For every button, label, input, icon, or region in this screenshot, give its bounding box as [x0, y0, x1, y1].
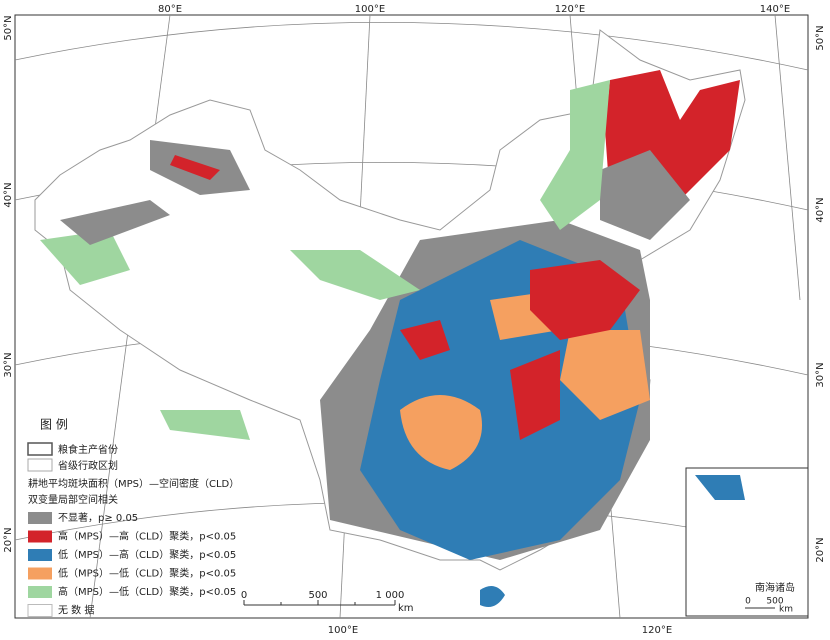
legend-label: 无 数 据: [58, 604, 94, 617]
latitude-label: 30°N: [815, 362, 826, 387]
longitude-label: 100°E: [355, 4, 385, 15]
scale-bar: [243, 600, 775, 609]
longitude-label: 80°E: [158, 4, 182, 15]
inset-frame: [685, 467, 809, 617]
longitude-label: 140°E: [760, 4, 790, 15]
legend-label: 粮食主产省份: [58, 443, 118, 456]
legend-subtitle: 双变量局部空间相关: [28, 493, 118, 506]
longitude-label: 120°E: [555, 4, 585, 15]
legend-swatch: [27, 458, 53, 472]
legend-swatch: [27, 442, 53, 456]
cluster-areas: [40, 70, 740, 608]
latitude-label: 20°N: [815, 537, 826, 562]
legend-swatch: [28, 586, 52, 598]
inset-scale-unit: km: [779, 605, 793, 615]
legend-swatch: [28, 567, 52, 580]
legend-label: 不显著，p≥ 0.05: [58, 511, 138, 524]
legend-swatch: [28, 530, 52, 543]
legend-label: 高（MPS）—低（CLD）聚类，p<0.05: [58, 585, 236, 598]
legend-swatch: [27, 604, 53, 617]
inset-land: [695, 475, 745, 500]
legend-label: 低（MPS）—低（CLD）聚类，p<0.05: [58, 567, 236, 580]
legend-label: 高（MPS）—高（CLD）聚类，p<0.05: [58, 530, 236, 543]
legend-subtitle: 耕地平均斑块面积（MPS）—空间密度（CLD）: [28, 477, 239, 490]
longitude-label: 120°E: [642, 625, 672, 636]
latitude-label: 40°N: [3, 182, 14, 207]
inset-scale-label: 500: [766, 597, 783, 607]
scale-label: 0: [241, 590, 247, 601]
inset-scale-label: 0: [745, 597, 751, 607]
scale-label: 500: [308, 590, 327, 601]
longitude-label: 100°E: [328, 625, 358, 636]
latitude-label: 20°N: [3, 527, 14, 552]
legend-swatch: [28, 549, 52, 561]
legend-label: 低（MPS）—高（CLD）聚类，p<0.05: [58, 548, 236, 561]
legend-swatch: [28, 512, 52, 524]
latitude-label: 40°N: [815, 197, 826, 222]
legend: 图 例 粮食主产省份 省级行政区划 耕地平均斑块面积（MPS）—空间密度（CLD…: [27, 418, 239, 617]
scale-label: 1 000: [376, 590, 405, 601]
inset-title: 南海诸岛: [755, 581, 795, 594]
latitude-label: 50°N: [3, 15, 14, 40]
scale-unit: km: [398, 603, 414, 614]
latitude-label: 30°N: [3, 352, 14, 377]
legend-title: 图 例: [40, 418, 68, 432]
latitude-label: 50°N: [815, 25, 826, 50]
legend-label: 省级行政区划: [58, 459, 118, 472]
